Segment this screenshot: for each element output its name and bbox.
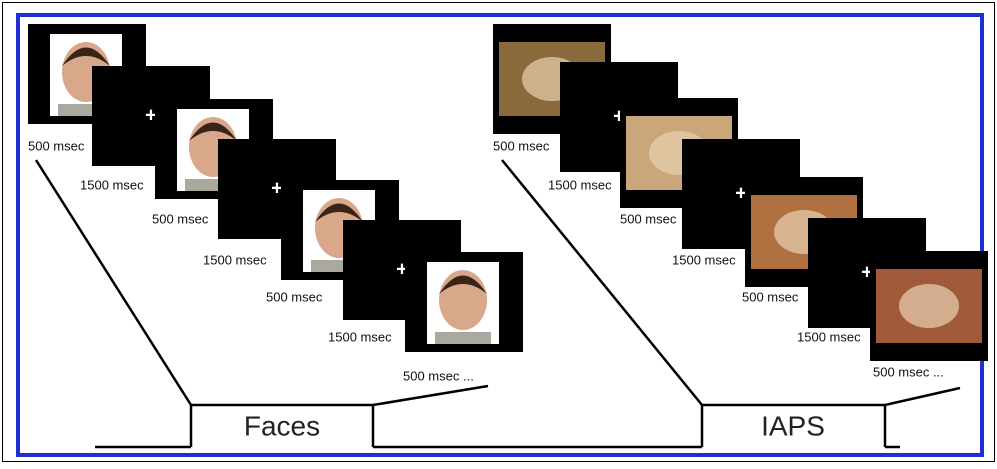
duration-label: 500 msec xyxy=(266,289,323,304)
duration-label: 1500 msec xyxy=(328,329,392,344)
page: {"fixation_mark": "+", "panels": [ {"lab… xyxy=(0,0,997,464)
shoulders xyxy=(435,332,491,344)
panel-label: Faces xyxy=(244,410,320,441)
duration-label: 500 msec xyxy=(620,211,677,226)
duration-label: 500 msec xyxy=(493,138,550,153)
panel-label: IAPS xyxy=(761,410,825,441)
duration-label: 1500 msec xyxy=(548,177,612,192)
figure: Faces IAPS +++500 msec1500 msec500 msec1… xyxy=(0,0,997,464)
duration-label: 500 msec xyxy=(152,211,209,226)
image-detail xyxy=(899,284,959,328)
duration-label: 500 msec xyxy=(742,289,799,304)
duration-label: 1500 msec xyxy=(203,252,267,267)
duration-label: 1500 msec xyxy=(797,329,861,344)
duration-label: 1500 msec xyxy=(672,252,736,267)
duration-label: 500 msec ... xyxy=(873,364,944,379)
duration-label: 500 msec xyxy=(28,138,85,153)
duration-label: 500 msec ... xyxy=(403,368,474,383)
duration-label: 1500 msec xyxy=(80,177,144,192)
